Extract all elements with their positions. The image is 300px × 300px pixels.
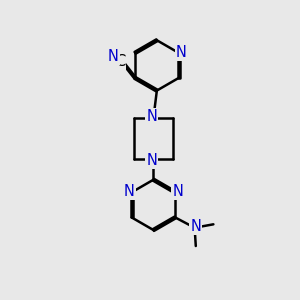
Text: N: N [146, 109, 157, 124]
Text: N: N [190, 219, 201, 234]
Text: N: N [146, 153, 157, 168]
Text: N: N [124, 184, 134, 199]
Text: N: N [172, 184, 183, 199]
Text: C: C [115, 55, 125, 70]
Text: N: N [176, 45, 187, 60]
Text: N: N [107, 49, 118, 64]
